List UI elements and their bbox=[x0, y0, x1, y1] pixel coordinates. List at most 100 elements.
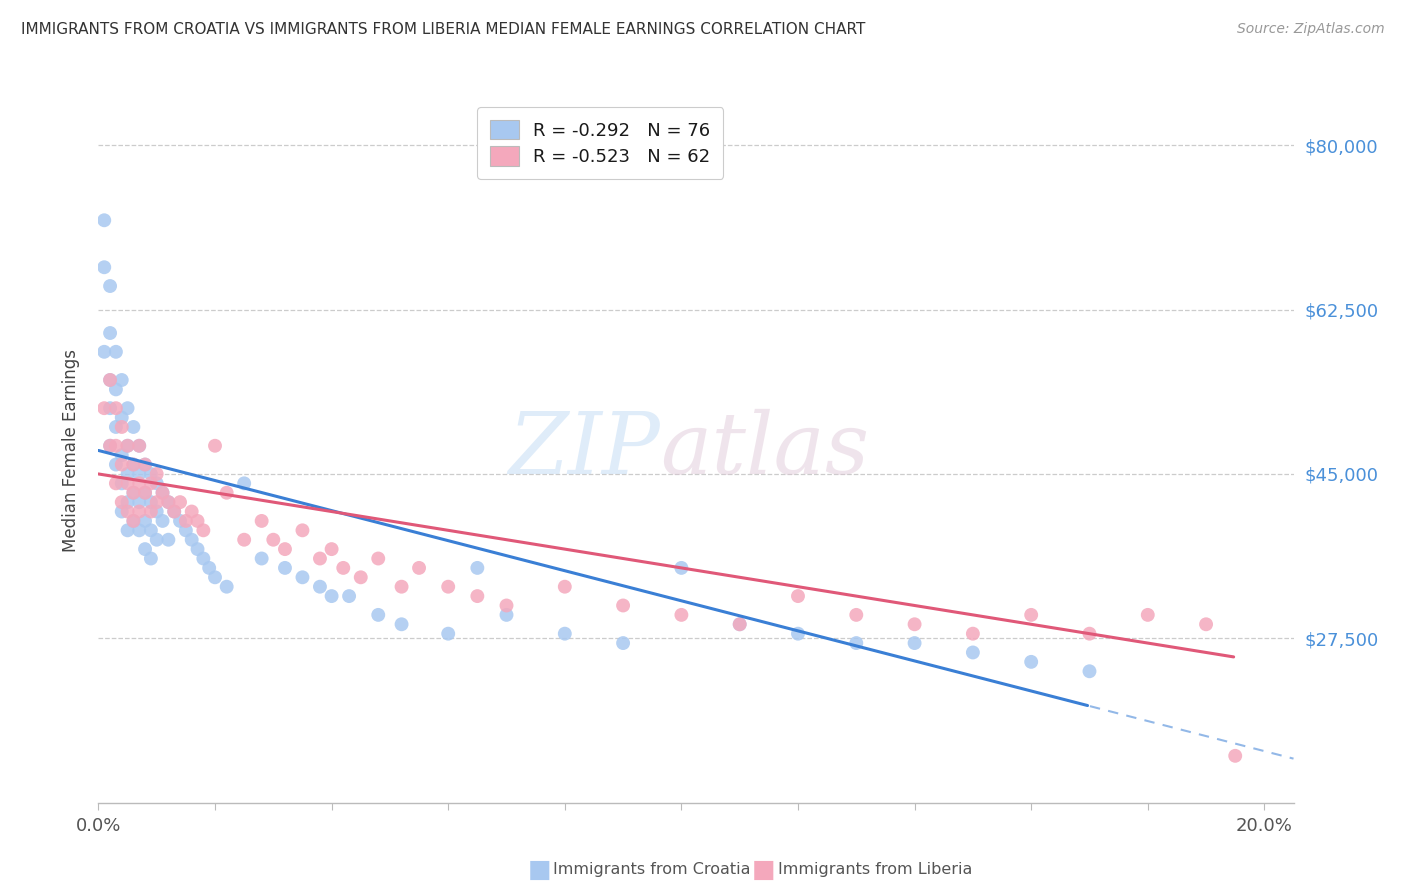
Point bbox=[233, 476, 256, 491]
Point bbox=[117, 524, 139, 538]
Point bbox=[495, 607, 517, 622]
Text: ■: ■ bbox=[527, 858, 551, 881]
Point bbox=[93, 344, 115, 359]
Point bbox=[111, 504, 134, 518]
Point bbox=[134, 542, 156, 557]
Point bbox=[98, 279, 121, 293]
Point bbox=[128, 467, 150, 481]
Point bbox=[215, 485, 238, 500]
Point bbox=[233, 533, 256, 547]
Text: Immigrants from Liberia: Immigrants from Liberia bbox=[778, 863, 972, 877]
Point bbox=[145, 476, 167, 491]
Point bbox=[152, 485, 174, 500]
Point bbox=[128, 439, 150, 453]
Point bbox=[321, 542, 343, 557]
Point bbox=[204, 570, 226, 584]
Point bbox=[250, 551, 273, 566]
Point bbox=[104, 401, 127, 416]
Point bbox=[139, 476, 162, 491]
Point bbox=[337, 589, 360, 603]
Point bbox=[291, 524, 314, 538]
Point bbox=[139, 551, 162, 566]
Point bbox=[671, 607, 693, 622]
Point bbox=[845, 607, 868, 622]
Point bbox=[145, 504, 167, 518]
Point bbox=[98, 439, 121, 453]
Point bbox=[98, 373, 121, 387]
Point bbox=[98, 439, 121, 453]
Text: ■: ■ bbox=[752, 858, 776, 881]
Point bbox=[391, 580, 413, 594]
Point bbox=[104, 420, 127, 434]
Legend: R = -0.292   N = 76, R = -0.523   N = 62: R = -0.292 N = 76, R = -0.523 N = 62 bbox=[478, 107, 723, 178]
Point bbox=[111, 373, 134, 387]
Point bbox=[332, 561, 354, 575]
Point bbox=[467, 561, 489, 575]
Point bbox=[309, 551, 332, 566]
Point bbox=[174, 524, 197, 538]
Point bbox=[437, 580, 460, 594]
Point bbox=[117, 467, 139, 481]
Point bbox=[104, 344, 127, 359]
Point bbox=[169, 495, 191, 509]
Point bbox=[180, 533, 202, 547]
Point bbox=[117, 495, 139, 509]
Point bbox=[163, 504, 186, 518]
Point bbox=[134, 458, 156, 472]
Point bbox=[104, 458, 127, 472]
Point bbox=[122, 458, 145, 472]
Point bbox=[139, 467, 162, 481]
Point bbox=[250, 514, 273, 528]
Point bbox=[163, 504, 186, 518]
Point bbox=[1019, 607, 1042, 622]
Text: Immigrants from Croatia: Immigrants from Croatia bbox=[553, 863, 749, 877]
Point bbox=[495, 599, 517, 613]
Point bbox=[139, 504, 162, 518]
Text: Source: ZipAtlas.com: Source: ZipAtlas.com bbox=[1237, 22, 1385, 37]
Point bbox=[145, 495, 167, 509]
Point bbox=[93, 260, 115, 275]
Point bbox=[157, 495, 180, 509]
Point bbox=[139, 524, 162, 538]
Point bbox=[1195, 617, 1218, 632]
Point bbox=[728, 617, 751, 632]
Y-axis label: Median Female Earnings: Median Female Earnings bbox=[62, 349, 80, 552]
Point bbox=[152, 514, 174, 528]
Point bbox=[157, 495, 180, 509]
Point bbox=[554, 626, 576, 640]
Point bbox=[174, 514, 197, 528]
Point bbox=[193, 524, 215, 538]
Point bbox=[1078, 665, 1101, 679]
Point bbox=[93, 213, 115, 227]
Point bbox=[291, 570, 314, 584]
Point bbox=[117, 504, 139, 518]
Point bbox=[367, 551, 389, 566]
Point bbox=[186, 514, 208, 528]
Point bbox=[93, 401, 115, 416]
Point bbox=[157, 533, 180, 547]
Point bbox=[671, 561, 693, 575]
Point bbox=[111, 420, 134, 434]
Point bbox=[128, 439, 150, 453]
Point bbox=[408, 561, 430, 575]
Point bbox=[152, 485, 174, 500]
Point bbox=[111, 495, 134, 509]
Point bbox=[128, 524, 150, 538]
Point bbox=[262, 533, 284, 547]
Point bbox=[122, 514, 145, 528]
Point bbox=[104, 439, 127, 453]
Point bbox=[1225, 748, 1247, 763]
Point bbox=[111, 458, 134, 472]
Point bbox=[122, 458, 145, 472]
Point bbox=[104, 383, 127, 397]
Point bbox=[1136, 607, 1159, 622]
Point bbox=[367, 607, 389, 622]
Point bbox=[728, 617, 751, 632]
Point bbox=[98, 373, 121, 387]
Point bbox=[145, 467, 167, 481]
Point bbox=[215, 580, 238, 594]
Point bbox=[787, 626, 810, 640]
Point bbox=[186, 542, 208, 557]
Point bbox=[437, 626, 460, 640]
Point bbox=[962, 626, 984, 640]
